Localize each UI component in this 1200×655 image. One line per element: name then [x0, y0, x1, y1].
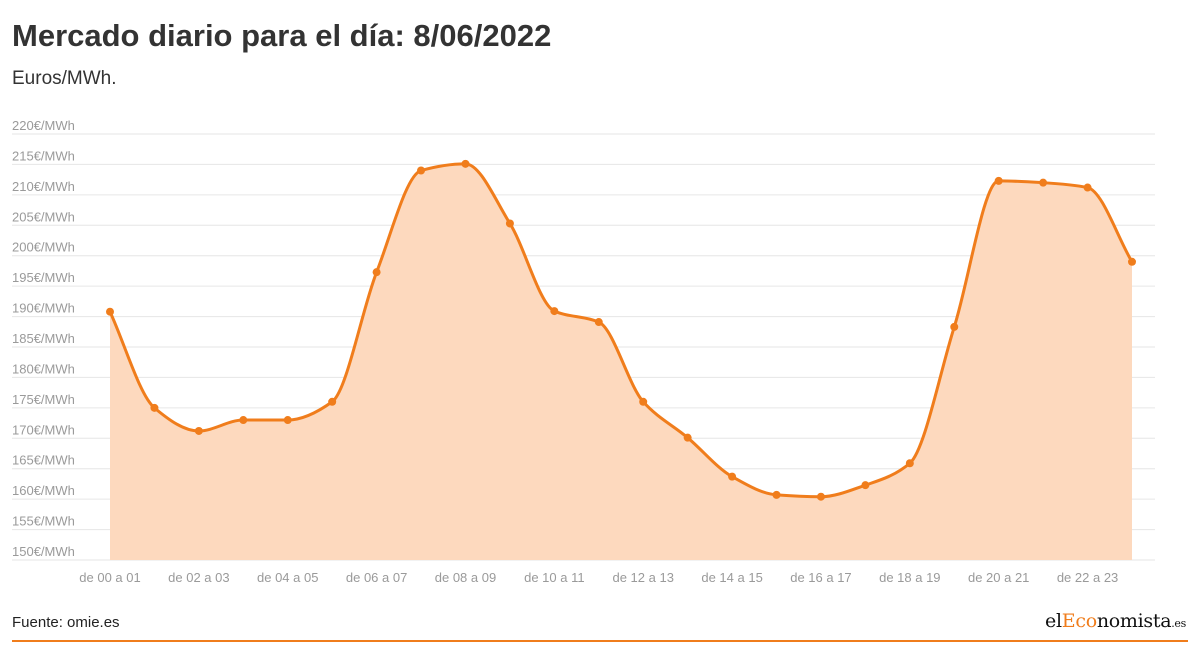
y-tick-label-195: 195€/MWh [12, 270, 75, 285]
logo-part-eco: Eco [1061, 610, 1097, 632]
footer-divider [12, 640, 1188, 642]
y-tick-label-165: 165€/MWh [12, 453, 75, 468]
data-point-5 [328, 397, 337, 406]
x-tick-label-0: de 00 a 01 [79, 570, 140, 585]
data-point-21 [1039, 178, 1048, 187]
y-tick-label-190: 190€/MWh [12, 301, 75, 316]
y-tick-label-150: 150€/MWh [12, 544, 75, 559]
y-tick-label-215: 215€/MWh [12, 148, 75, 163]
x-tick-label-5: de 10 a 11 [524, 570, 584, 585]
x-tick-label-6: de 12 a 13 [612, 570, 673, 585]
source-note: Fuente: omie.es [12, 614, 120, 631]
y-tick-label-160: 160€/MWh [12, 483, 75, 498]
data-point-9 [505, 219, 514, 228]
x-axis: de 00 a 01 de 02 a 03 de 04 a 05 de 06 a 07… [79, 570, 1118, 585]
y-axis: 150€/MWh 155€/MWh 160€/MWh 165€/MWh 170€/MWh… [12, 118, 75, 559]
x-tick-label-11: de 22 a 23 [1057, 570, 1118, 585]
x-tick-label-4: de 08 a 09 [435, 570, 496, 585]
eleconomista-logo[interactable]: elEconomista.es [1045, 610, 1186, 632]
data-point-23 [1128, 257, 1136, 266]
data-point-4 [283, 416, 292, 425]
data-point-19 [950, 322, 959, 331]
x-tick-label-9: de 18 a 19 [879, 570, 940, 585]
x-tick-label-10: de 20 a 21 [968, 570, 1029, 585]
price-area-chart: 150€/MWh 155€/MWh 160€/MWh 165€/MWh 170€/MWh… [12, 118, 1155, 585]
y-tick-label-175: 175€/MWh [12, 392, 75, 407]
data-point-12 [639, 397, 648, 406]
chart-title: Mercado diario para el día: 8/06/2022 [12, 18, 552, 53]
logo-part-es: .es [1171, 617, 1186, 630]
x-tick-label-3: de 06 a 07 [346, 570, 407, 585]
data-point-7 [417, 166, 426, 175]
y-tick-label-220: 220€/MWh [12, 118, 75, 133]
data-point-10 [550, 307, 559, 316]
y-tick-label-170: 170€/MWh [12, 422, 75, 437]
data-point-14 [728, 472, 737, 481]
y-tick-label-200: 200€/MWh [12, 240, 75, 255]
y-tick-label-185: 185€/MWh [12, 331, 75, 346]
data-point-6 [372, 268, 381, 277]
data-point-8 [461, 159, 470, 168]
data-point-1 [150, 403, 159, 412]
data-point-16 [816, 492, 825, 501]
y-tick-label-155: 155€/MWh [12, 514, 75, 529]
data-point-2 [194, 426, 203, 435]
logo-part-el: el [1045, 610, 1062, 632]
data-point-0 [106, 307, 114, 316]
data-point-20 [994, 176, 1003, 185]
data-point-15 [772, 490, 781, 499]
y-tick-label-180: 180€/MWh [12, 361, 75, 376]
x-tick-label-8: de 16 a 17 [790, 570, 851, 585]
data-point-17 [861, 481, 870, 490]
data-point-18 [905, 459, 914, 468]
chart-subtitle: Euros/MWh. [12, 68, 117, 89]
x-tick-label-1: de 02 a 03 [168, 570, 229, 585]
y-tick-label-205: 205€/MWh [12, 209, 75, 224]
data-point-22 [1083, 183, 1092, 192]
data-point-3 [239, 416, 248, 425]
logo-part-nomista: nomista [1096, 610, 1172, 632]
x-tick-label-2: de 04 a 05 [257, 570, 318, 585]
x-tick-label-7: de 14 a 15 [701, 570, 762, 585]
data-point-13 [683, 433, 692, 442]
data-point-11 [594, 318, 603, 327]
price-series [106, 159, 1136, 560]
y-tick-label-210: 210€/MWh [12, 179, 75, 194]
